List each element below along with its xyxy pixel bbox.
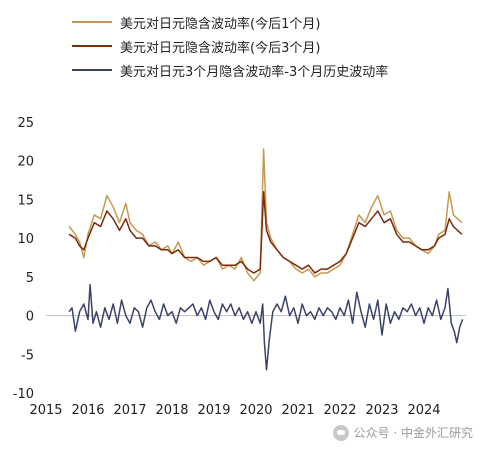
x-tick-label: 2021 xyxy=(281,403,314,418)
series-line-1 xyxy=(68,148,463,282)
y-tick-label: 5 xyxy=(26,271,34,286)
legend-item: 美元对日元隐含波动率(今后1个月) xyxy=(72,10,388,34)
y-tick-label: 15 xyxy=(17,193,34,208)
wechat-icon xyxy=(332,424,349,441)
legend-item: 美元对日元隐含波动率(今后3个月) xyxy=(72,34,388,58)
watermark: 公众号 · 中金外汇研究 xyxy=(332,424,473,441)
y-tick-label: 10 xyxy=(17,232,34,247)
x-tick-label: 2020 xyxy=(239,403,272,418)
x-tick-label: 2019 xyxy=(197,403,230,418)
x-tick-label: 2024 xyxy=(407,403,440,418)
x-tick-label: 2022 xyxy=(323,403,356,418)
legend-label: 美元对日元隐含波动率(今后3个月) xyxy=(120,40,321,56)
legend-label: 美元对日元3个月隐含波动率-3个月历史波动率 xyxy=(120,64,389,80)
x-tick-label: 2015 xyxy=(29,403,62,418)
legend-label: 美元对日元隐含波动率(今后1个月) xyxy=(120,16,321,32)
x-tick-label: 2016 xyxy=(71,403,104,418)
series-line-3 xyxy=(68,283,464,371)
x-tick-label: 2018 xyxy=(155,403,188,418)
y-tick-label: -10 xyxy=(13,387,34,402)
y-tick-label: 25 xyxy=(17,116,34,131)
legend-swatch xyxy=(72,21,112,23)
legend-item: 美元对日元3个月隐含波动率-3个月历史波动率 xyxy=(72,58,388,82)
y-tick-label: -5 xyxy=(21,348,34,363)
watermark-text: 公众号 · 中金外汇研究 xyxy=(353,426,473,440)
x-tick-label: 2023 xyxy=(365,403,398,418)
series-line-2 xyxy=(68,190,463,274)
legend-swatch xyxy=(72,69,112,71)
y-tick-label: 0 xyxy=(26,310,34,325)
legend-swatch xyxy=(72,45,112,47)
x-tick-label: 2017 xyxy=(113,403,146,418)
y-tick-label: 20 xyxy=(17,155,34,170)
chart-legend: 美元对日元隐含波动率(今后1个月) 美元对日元隐含波动率(今后3个月) 美元对日… xyxy=(72,10,388,82)
